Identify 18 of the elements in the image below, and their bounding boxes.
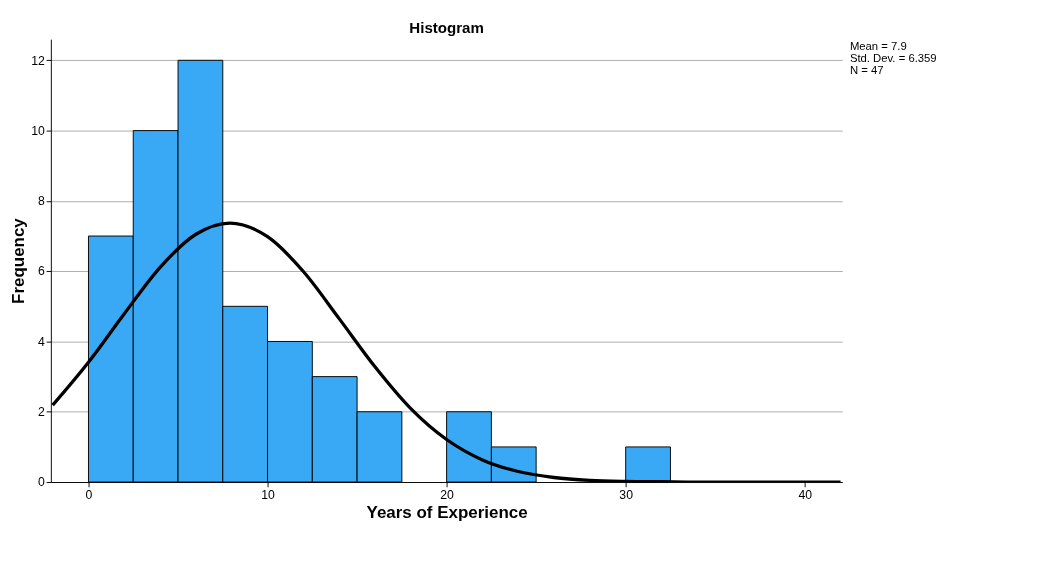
text: Std. Dev. = 6.359 bbox=[849, 51, 937, 64]
chart-title: Histogram bbox=[409, 18, 484, 36]
text: N = 47 bbox=[849, 64, 884, 77]
y-axis-title: Frequency bbox=[8, 217, 28, 304]
y-tick-label: 6 bbox=[37, 264, 45, 279]
y-tick-label: 2 bbox=[37, 405, 45, 420]
y-tick-label: 12 bbox=[31, 53, 45, 68]
x-axis-title: Years of Experience bbox=[366, 503, 528, 523]
x-tick-label: 30 bbox=[619, 487, 634, 502]
x-tick-label: 0 bbox=[85, 487, 93, 502]
y-tick-label: 4 bbox=[37, 334, 45, 349]
y-tick-label: 0 bbox=[37, 475, 45, 490]
x-tick-label: 20 bbox=[440, 487, 455, 502]
y-tick-label: 8 bbox=[37, 194, 45, 209]
text: Mean = 7.9 bbox=[849, 39, 907, 52]
y-tick-label: 10 bbox=[31, 123, 45, 138]
x-tick-label: 10 bbox=[261, 487, 276, 502]
x-tick-label: 40 bbox=[798, 487, 813, 502]
